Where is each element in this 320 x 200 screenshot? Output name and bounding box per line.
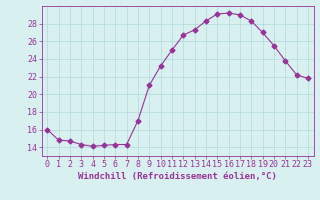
X-axis label: Windchill (Refroidissement éolien,°C): Windchill (Refroidissement éolien,°C) xyxy=(78,172,277,181)
